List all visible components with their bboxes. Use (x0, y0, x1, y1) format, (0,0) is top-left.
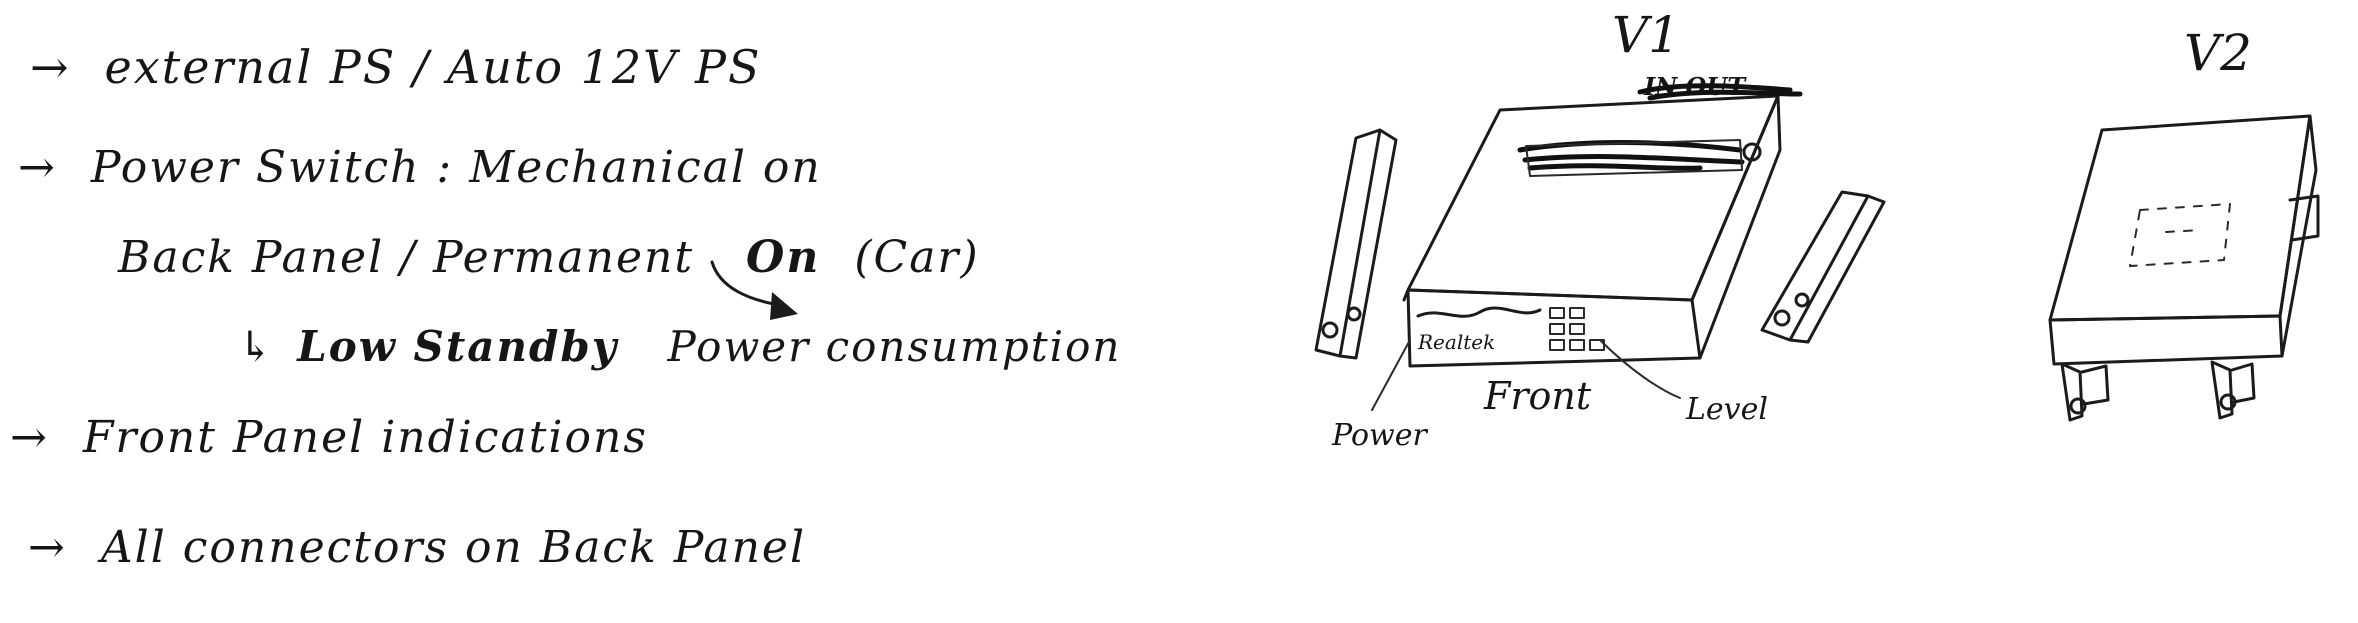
screw-hole-icon (1321, 321, 1339, 339)
note-standby: ↳ Low Standby Power consumption (238, 322, 1121, 371)
note-text: (Car) (854, 232, 980, 283)
note-connectors: → All connectors on Back Panel (28, 522, 806, 573)
level-led-icon (1569, 307, 1585, 319)
arrow-icon: → (10, 412, 49, 463)
note-text: Back Panel / Permanent (118, 232, 695, 283)
box-right-side (1690, 94, 1782, 360)
connector-icon (1742, 142, 1762, 162)
front-display-wave (1416, 306, 1542, 318)
level-led-icon (1569, 339, 1585, 351)
sketch-v2-title: V2 (2184, 24, 2252, 82)
power-callout-label: Power (1332, 418, 1427, 453)
level-callout-line (1599, 339, 1681, 399)
side-mounting-tab (2288, 194, 2320, 242)
level-led-icon (1549, 339, 1565, 351)
top-panel-outline (1525, 139, 1743, 177)
note-power-switch: → Power Switch : Mechanical on (18, 142, 822, 193)
mounting-bracket-right (1760, 190, 1886, 344)
box-front-face (2048, 314, 2284, 366)
hidden-bracket-outline (2129, 203, 2231, 267)
screw-hole-icon (2219, 393, 2237, 411)
box-right-side (2278, 114, 2318, 358)
note-external-ps: → external PS / Auto 12V PS (30, 40, 762, 94)
note-back-panel: Back Panel / Permanent On (Car) (118, 232, 980, 283)
screw-hole-icon (2069, 397, 2087, 415)
screw-hole-icon (1346, 306, 1362, 322)
front-callout-label: Front (1484, 374, 1592, 418)
arrowhead-icon (770, 292, 798, 320)
note-front-panel: → Front Panel indications (10, 412, 648, 463)
arrow-icon: → (18, 142, 57, 193)
mounting-bracket-left (1314, 128, 1398, 360)
arrow-icon: → (30, 40, 71, 94)
note-on-emphasis: On (746, 232, 821, 283)
screw-hole-icon (1773, 309, 1791, 327)
power-callout-line (1371, 339, 1411, 411)
sketch-v1-title: V1 (1612, 6, 1680, 64)
level-callout-label: Level (1686, 392, 1768, 427)
box-top-face (2048, 114, 2312, 322)
note-text: Front Panel indications (82, 412, 648, 463)
back-panel-scribble (1637, 83, 1803, 101)
level-led-icon (1549, 323, 1565, 335)
mounting-foot-right (2210, 360, 2256, 420)
corner-arrow-icon: ↳ (238, 322, 276, 371)
screw-hole-icon (1794, 292, 1810, 308)
box-left-edge (1402, 288, 1410, 302)
level-led-icon (1549, 307, 1565, 319)
front-brand-text: Realtek (1418, 330, 1496, 354)
note-text: All connectors on Back Panel (100, 522, 807, 573)
mounting-foot-left (2060, 362, 2110, 422)
note-text: Power consumption (667, 322, 1122, 371)
level-led-icon (1569, 323, 1585, 335)
arrow-icon: → (28, 522, 67, 573)
note-text: Power Switch : Mechanical on (90, 142, 822, 193)
note-low-standby: Low Standby (297, 322, 619, 371)
note-text: external PS / Auto 12V PS (104, 40, 762, 94)
